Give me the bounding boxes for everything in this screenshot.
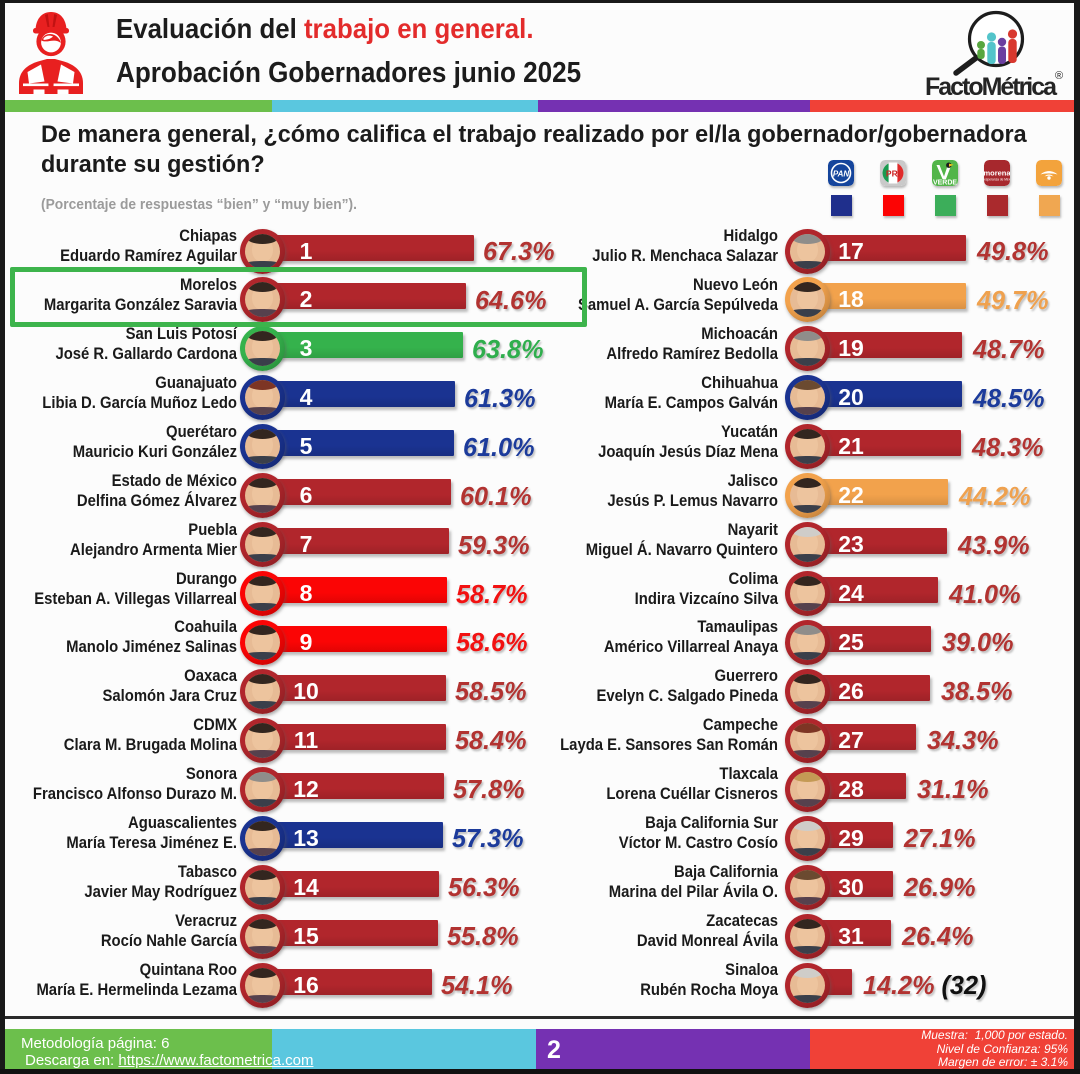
svg-text:PRI: PRI — [886, 169, 900, 179]
svg-text:morena: morena — [984, 169, 1010, 178]
svg-text:La esperanza de México: La esperanza de México — [984, 178, 1010, 182]
svg-text:®: ® — [1055, 70, 1063, 82]
svg-text:VERDE: VERDE — [933, 180, 957, 187]
svg-text:FactoMétrica: FactoMétrica — [925, 73, 1058, 100]
svg-text:PAN: PAN — [833, 170, 850, 179]
